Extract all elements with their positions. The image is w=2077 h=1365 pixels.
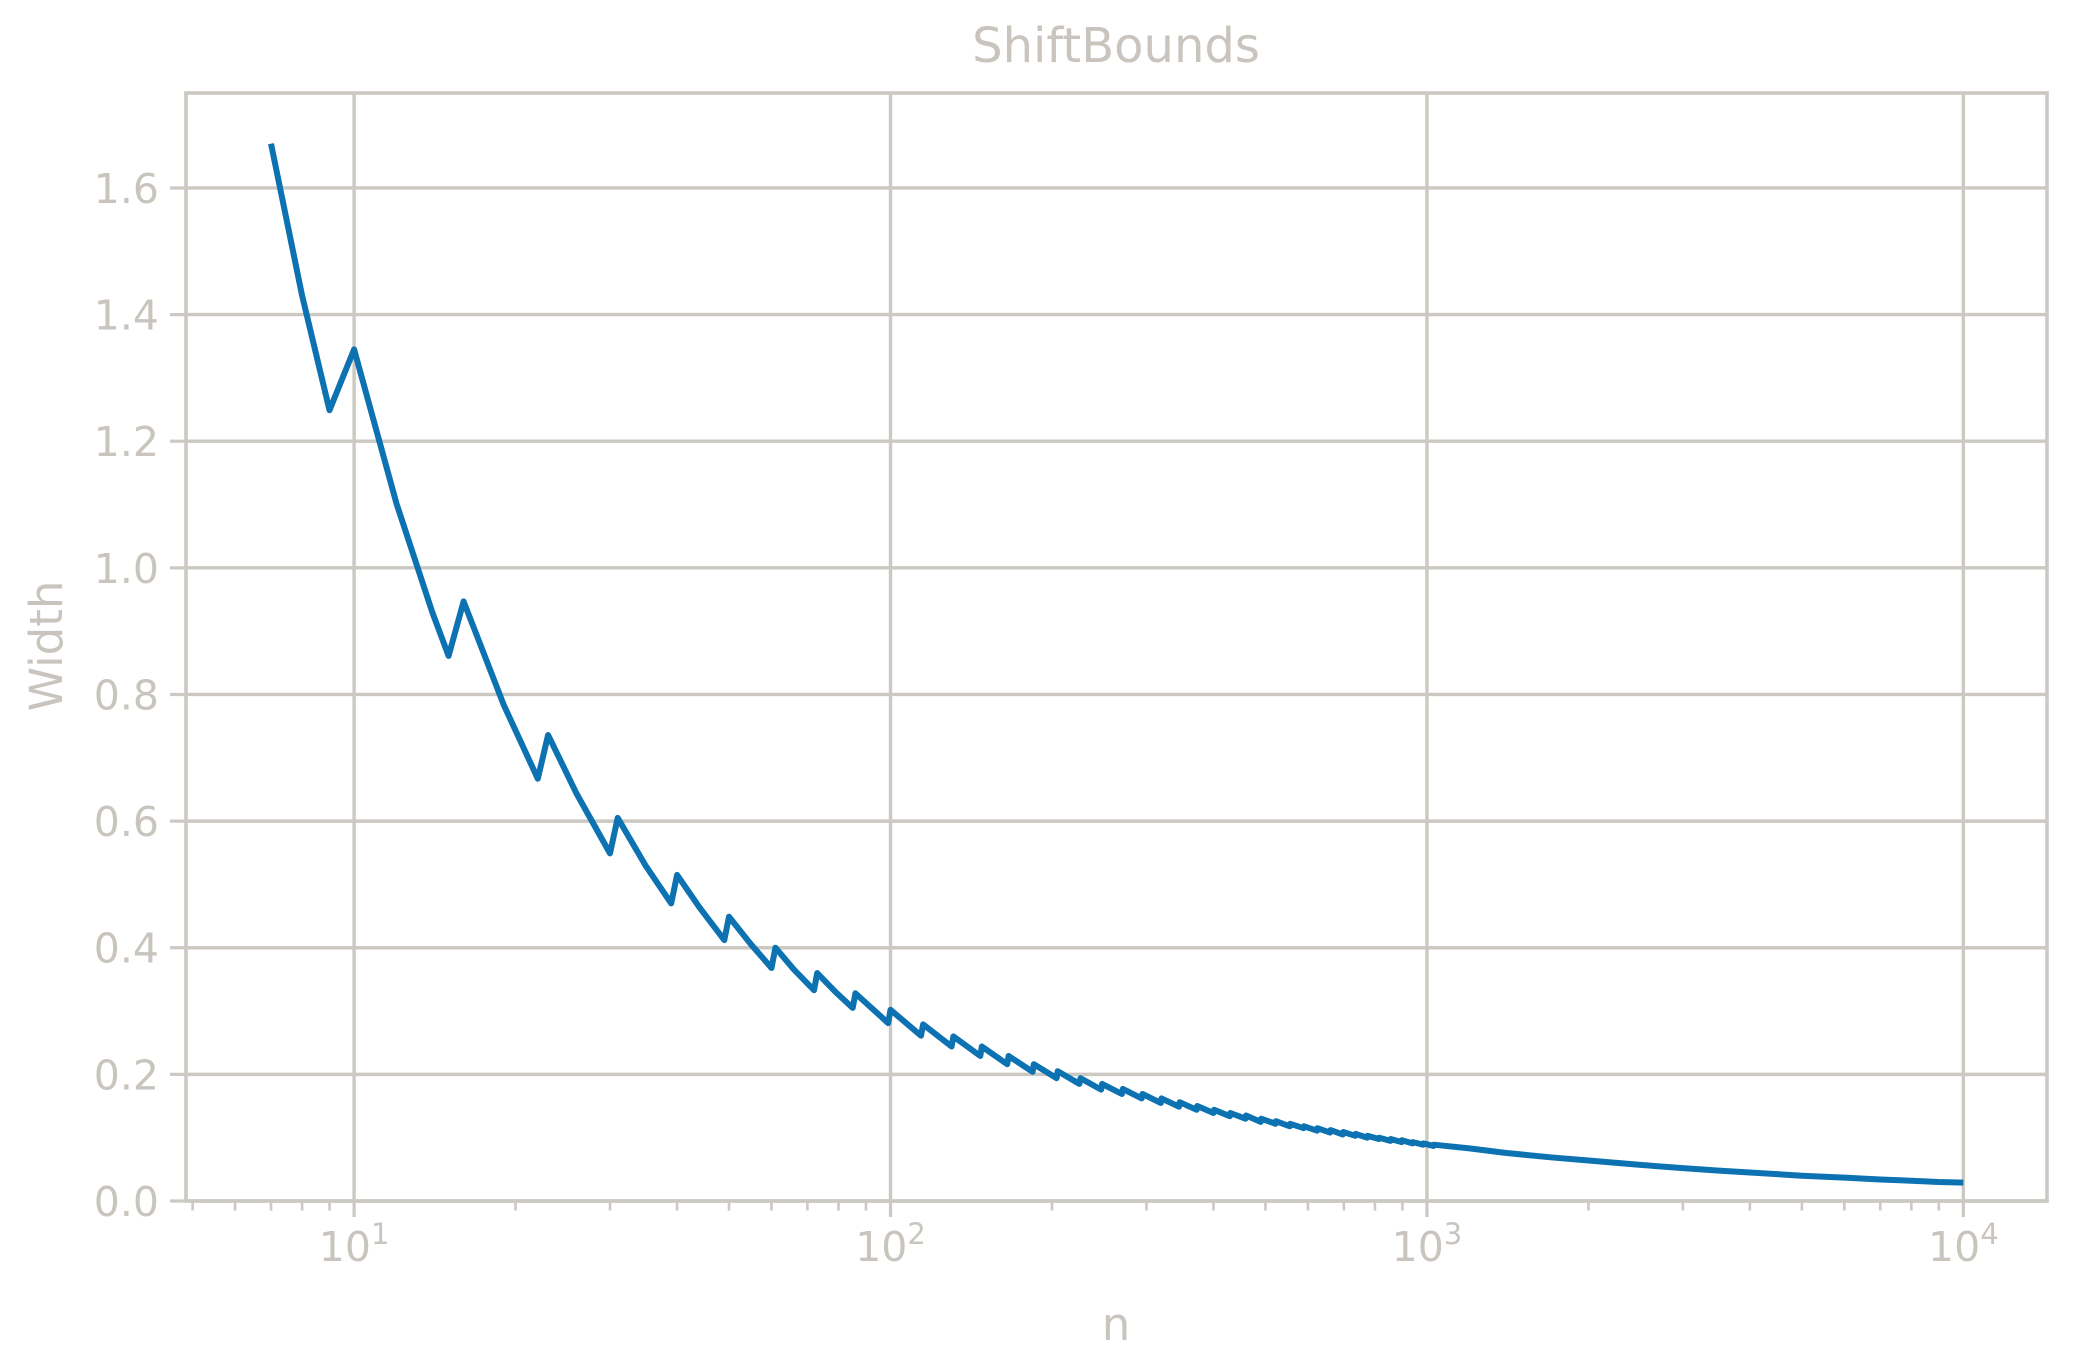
width-curve [268, 143, 1964, 1186]
chart-title: ShiftBounds [972, 18, 1260, 74]
x-tick-label: 101 [319, 1217, 390, 1271]
y-axis-label: Width [20, 581, 73, 712]
x-tick-label: 104 [1928, 1217, 1999, 1271]
y-tick-label: 0.0 [94, 1178, 159, 1226]
y-tick-label: 1.6 [94, 165, 159, 213]
y-tick-label: 0.6 [94, 798, 159, 846]
y-tick-label: 1.4 [94, 292, 159, 340]
y-tick-label: 0.4 [94, 925, 159, 973]
y-tick-label: 1.2 [94, 418, 159, 466]
y-tick-label: 1.0 [94, 545, 159, 593]
axis-ticks [170, 186, 1965, 1217]
y-tick-label: 0.8 [94, 671, 159, 719]
plot-border [184, 91, 2049, 1203]
x-tick-label: 102 [855, 1217, 926, 1271]
tick-labels: 0.0 0.2 0.4 0.6 0.8 1.0 1.2 1.4 1.6 101 102 103 104 [94, 165, 1999, 1271]
x-axis-label: n [1102, 1298, 1131, 1351]
y-tick-label: 0.2 [94, 1051, 159, 1099]
gridlines [186, 93, 2047, 1203]
x-tick-label: 103 [1392, 1217, 1463, 1271]
